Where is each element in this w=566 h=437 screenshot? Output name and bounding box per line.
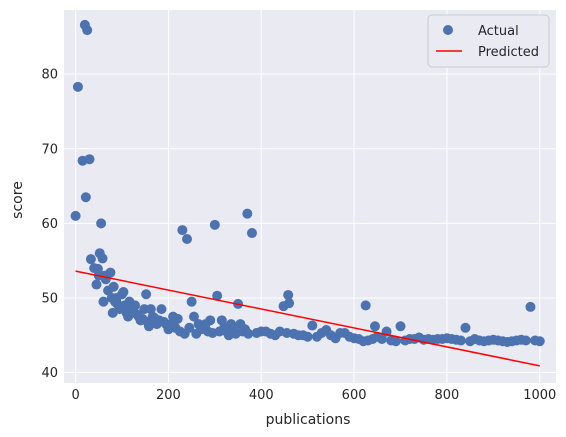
data-point	[212, 290, 223, 301]
data-point	[141, 289, 152, 300]
x-tick-label: 1000	[523, 388, 556, 403]
data-point	[520, 335, 531, 346]
x-tick-label: 600	[342, 388, 367, 403]
data-point	[82, 25, 93, 36]
data-point	[84, 154, 95, 165]
data-point	[283, 289, 294, 300]
x-tick-labels: 0 200 400 600 800 1000	[71, 388, 556, 403]
actual-points	[70, 19, 545, 347]
data-point	[118, 286, 129, 297]
data-point	[145, 304, 156, 315]
legend-box	[427, 14, 550, 68]
data-point	[172, 313, 183, 324]
legend-predicted-label: Predicted	[478, 45, 539, 60]
predicted-line-group	[75, 270, 540, 367]
legend-actual-marker	[443, 25, 453, 35]
data-point	[96, 218, 107, 229]
data-point	[246, 228, 257, 239]
data-point	[70, 210, 81, 221]
data-point	[156, 304, 167, 315]
data-point	[455, 335, 466, 346]
data-point	[242, 208, 253, 219]
y-tick-label: 60	[41, 217, 58, 232]
data-point	[390, 336, 401, 347]
predicted-line	[75, 270, 540, 367]
x-tick-label: 400	[249, 388, 274, 403]
data-point	[80, 192, 91, 203]
data-point	[182, 234, 192, 245]
x-axis-label: publications	[266, 412, 351, 428]
y-tick-label: 70	[41, 142, 58, 157]
y-tick-label: 40	[41, 366, 58, 381]
y-axis-label: score	[10, 181, 26, 219]
data-point	[205, 315, 216, 326]
data-point	[130, 300, 141, 311]
y-tick-label: 50	[41, 291, 58, 306]
data-point	[302, 331, 313, 342]
data-point	[395, 321, 406, 332]
y-tick-label: 80	[41, 68, 58, 83]
data-point	[177, 225, 188, 236]
data-point	[525, 301, 536, 312]
data-point	[188, 311, 199, 322]
x-tick-label: 0	[71, 388, 79, 403]
data-point	[209, 219, 220, 230]
data-point	[184, 322, 195, 333]
legend: Actual Predicted	[427, 14, 550, 68]
data-point	[243, 328, 254, 339]
y-tick-labels: 40 50 60 70 80	[41, 68, 58, 381]
x-tick-label: 200	[156, 388, 181, 403]
data-point	[97, 253, 108, 264]
legend-actual-label: Actual	[478, 24, 519, 39]
data-point	[105, 267, 116, 278]
data-point	[369, 321, 380, 332]
data-point	[376, 333, 387, 344]
data-point	[85, 254, 96, 265]
x-tick-label: 800	[435, 388, 460, 403]
data-point	[460, 322, 471, 333]
data-point	[72, 81, 83, 92]
data-point	[186, 296, 197, 307]
data-point	[108, 281, 119, 292]
data-point	[534, 336, 545, 347]
data-point	[360, 300, 371, 311]
data-point	[143, 321, 154, 332]
data-point	[284, 298, 295, 309]
data-point	[91, 279, 102, 290]
data-point	[98, 296, 109, 307]
data-point	[307, 320, 318, 331]
